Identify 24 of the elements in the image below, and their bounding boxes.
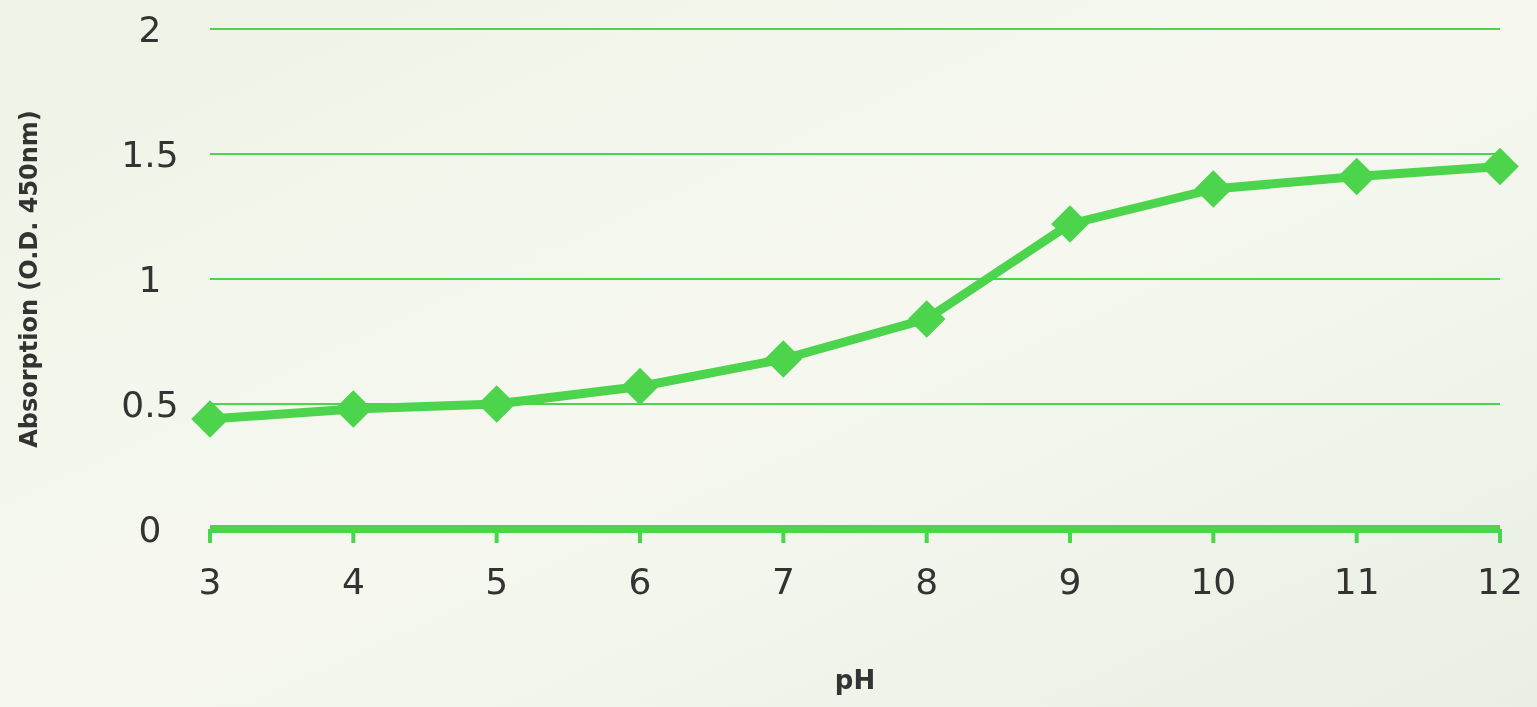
y-tick-label: 1.5 (121, 133, 179, 175)
x-tick-label: 9 (1058, 561, 1082, 602)
point (907, 300, 946, 338)
x-tick-label: 5 (485, 561, 509, 602)
point (621, 367, 659, 406)
x-tick-label: 11 (1333, 561, 1380, 602)
point (1337, 157, 1376, 196)
point (191, 400, 229, 438)
y-tick-label: 0.5 (121, 383, 179, 425)
point (1051, 205, 1089, 243)
x-tick-label: 7 (771, 561, 795, 602)
y-tick-label: 1 (138, 258, 162, 300)
x-tick-label: 10 (1190, 561, 1237, 602)
x-tick-label: 8 (915, 561, 939, 602)
point (1481, 147, 1519, 186)
x-axis-title: pH (834, 665, 876, 695)
x-tick-label: 12 (1477, 561, 1523, 602)
y-tick-label: 0 (138, 508, 162, 550)
x-tick-label: 6 (628, 561, 652, 602)
x-tick-label: 4 (341, 561, 365, 602)
y-axis-title: Absorption (O.D. 450nm) (15, 110, 43, 448)
x-tick-label: 3 (198, 561, 222, 602)
y-tick-label: 2 (138, 8, 162, 50)
point (764, 340, 803, 378)
